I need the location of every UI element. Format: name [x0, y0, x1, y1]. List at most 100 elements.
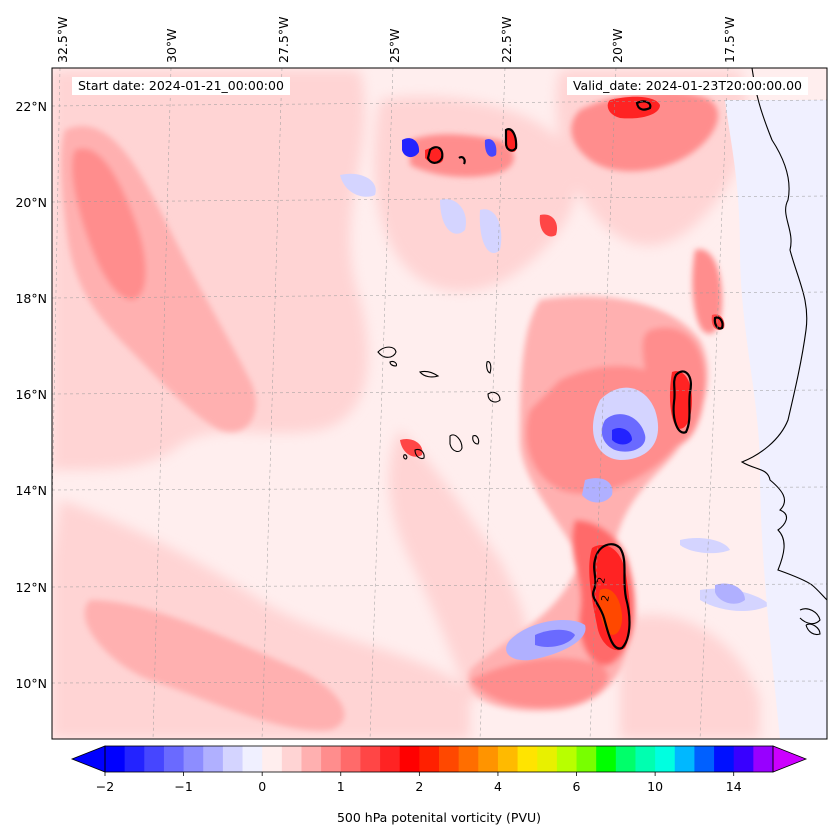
colorbar-swatch	[733, 746, 754, 772]
lat-tick-label: 18°N	[15, 291, 47, 306]
lon-tick-label: 27.5°W	[276, 17, 291, 63]
lat-tick-label: 20°N	[15, 195, 47, 210]
pv-region	[620, 614, 760, 739]
map-frame	[51, 67, 828, 740]
island-santo-antao	[377, 346, 397, 358]
contour-label: 2	[600, 594, 612, 602]
colorbar-swatch	[301, 746, 322, 772]
lon-tick-label: 25°W	[387, 28, 402, 63]
coastline-detail	[805, 623, 821, 636]
lat-tick-label: 22°N	[15, 99, 47, 114]
negative-pv-region	[479, 209, 502, 254]
colorbar-swatch	[596, 746, 617, 772]
lon-tick-labels: 32.5°W 30°W 27.5°W 25°W 22.5°W 20°W 17.5…	[55, 17, 737, 63]
map-panel: 2 2	[52, 68, 827, 739]
colorbar-swatch	[497, 746, 518, 772]
colorbar-swatch	[203, 746, 224, 772]
lon-tick-label: 22.5°W	[499, 17, 514, 63]
pv-core-small	[400, 438, 423, 457]
african-coastline	[740, 68, 827, 601]
colorbar-tick-label: 0	[258, 779, 266, 794]
lon-tick-label: 32.5°W	[55, 17, 70, 63]
contour-line	[458, 156, 466, 165]
colorbar-label: 500 hPa potenital vorticity (PVU)	[337, 810, 541, 825]
contour-line	[635, 100, 652, 111]
colorbar-swatch	[419, 746, 440, 772]
contour-labels: 2 2	[596, 576, 612, 602]
valid-date-annotation: Valid_date: 2024-01-23T20:00:00.00	[566, 77, 808, 95]
colorbar-swatch	[242, 746, 263, 772]
colorbar-swatch	[124, 746, 145, 772]
pv-core-east	[669, 371, 692, 429]
pv-band-west	[61, 126, 345, 731]
gridline-lon	[369, 68, 394, 739]
colorbar-extend-low	[70, 745, 106, 773]
contour-line	[672, 370, 692, 434]
negative-pv-region	[582, 478, 613, 503]
colorbar-swatch	[281, 746, 302, 772]
colorbar-swatch	[222, 746, 243, 772]
start-date-annotation: Start date: 2024-01-21_00:00:00	[72, 77, 290, 95]
gridline-lon	[261, 68, 283, 739]
contour-label: 2	[596, 576, 608, 584]
colorbar-tick-label: 2	[415, 779, 423, 794]
colorbar-swatch	[340, 746, 361, 772]
lat-tick-labels: 22°N 20°N 18°N 16°N 14°N 12°N 10°N	[15, 99, 47, 691]
negative-pv-region	[440, 199, 466, 234]
lon-tick-label: 17.5°W	[722, 17, 737, 63]
island-maio	[472, 435, 480, 445]
coastline-detail	[799, 608, 821, 625]
colorbar-swatch	[183, 746, 204, 772]
colorbar-swatch	[655, 746, 676, 772]
negative-pv-region	[340, 173, 376, 197]
island-sal	[486, 361, 492, 374]
colorbar-swatch	[674, 746, 695, 772]
pv-region	[470, 657, 609, 708]
pv-region	[692, 249, 722, 334]
contour-line	[426, 146, 444, 164]
colorbar-swatch	[262, 746, 283, 772]
colorbar-swatch	[714, 746, 735, 772]
colorbar: −2 −1 0 1 2 4 6 10 14 500 hPa potenital vorticit…	[70, 745, 808, 825]
pv-region	[84, 600, 345, 731]
colorbar-swatch	[360, 746, 381, 772]
colorbar-swatch	[105, 746, 126, 772]
colorbar-swatch	[537, 746, 558, 772]
island-sao-vicente	[389, 360, 398, 367]
negative-pv-region	[680, 538, 730, 554]
lat-tick-label: 12°N	[15, 580, 47, 595]
colorbar-swatch	[478, 746, 499, 772]
colorbar-swatch	[458, 746, 479, 772]
contour-line	[592, 543, 631, 650]
colorbar-swatch	[380, 746, 401, 772]
coastlines	[377, 68, 827, 636]
colorbar-ticks: −2 −1 0 1 2 4 6 10 14	[96, 772, 742, 794]
colorbar-swatch	[615, 746, 636, 772]
island-sao-nicolau	[419, 370, 440, 378]
colorbar-swatch	[694, 746, 715, 772]
colorbar-swatch	[439, 746, 460, 772]
lat-tick-label: 14°N	[15, 483, 47, 498]
colorbar-swatch	[556, 746, 577, 772]
pv-contours-2	[426, 100, 724, 650]
island-santiago	[449, 434, 463, 453]
colorbar-swatch	[163, 746, 184, 772]
lon-tick-label: 20°W	[610, 28, 625, 63]
colorbar-tick-label: 6	[573, 779, 581, 794]
negative-pv-region	[715, 583, 745, 604]
colorbar-swatch	[517, 746, 538, 772]
contour-line	[504, 128, 518, 152]
contour-line	[713, 316, 724, 330]
lat-tick-label: 16°N	[15, 387, 47, 402]
pv-region	[72, 148, 146, 300]
lat-tick-label: 10°N	[15, 676, 47, 691]
negative-pv-region	[612, 428, 632, 445]
colorbar-tick-label: 1	[337, 779, 345, 794]
island-fogo	[414, 448, 425, 460]
gridline-lon	[699, 68, 729, 739]
negative-pv-region	[535, 629, 575, 647]
colorbar-extend-high	[772, 745, 808, 773]
colorbar-tick-label: −1	[174, 779, 192, 794]
lon-tick-label: 30°W	[164, 28, 179, 63]
